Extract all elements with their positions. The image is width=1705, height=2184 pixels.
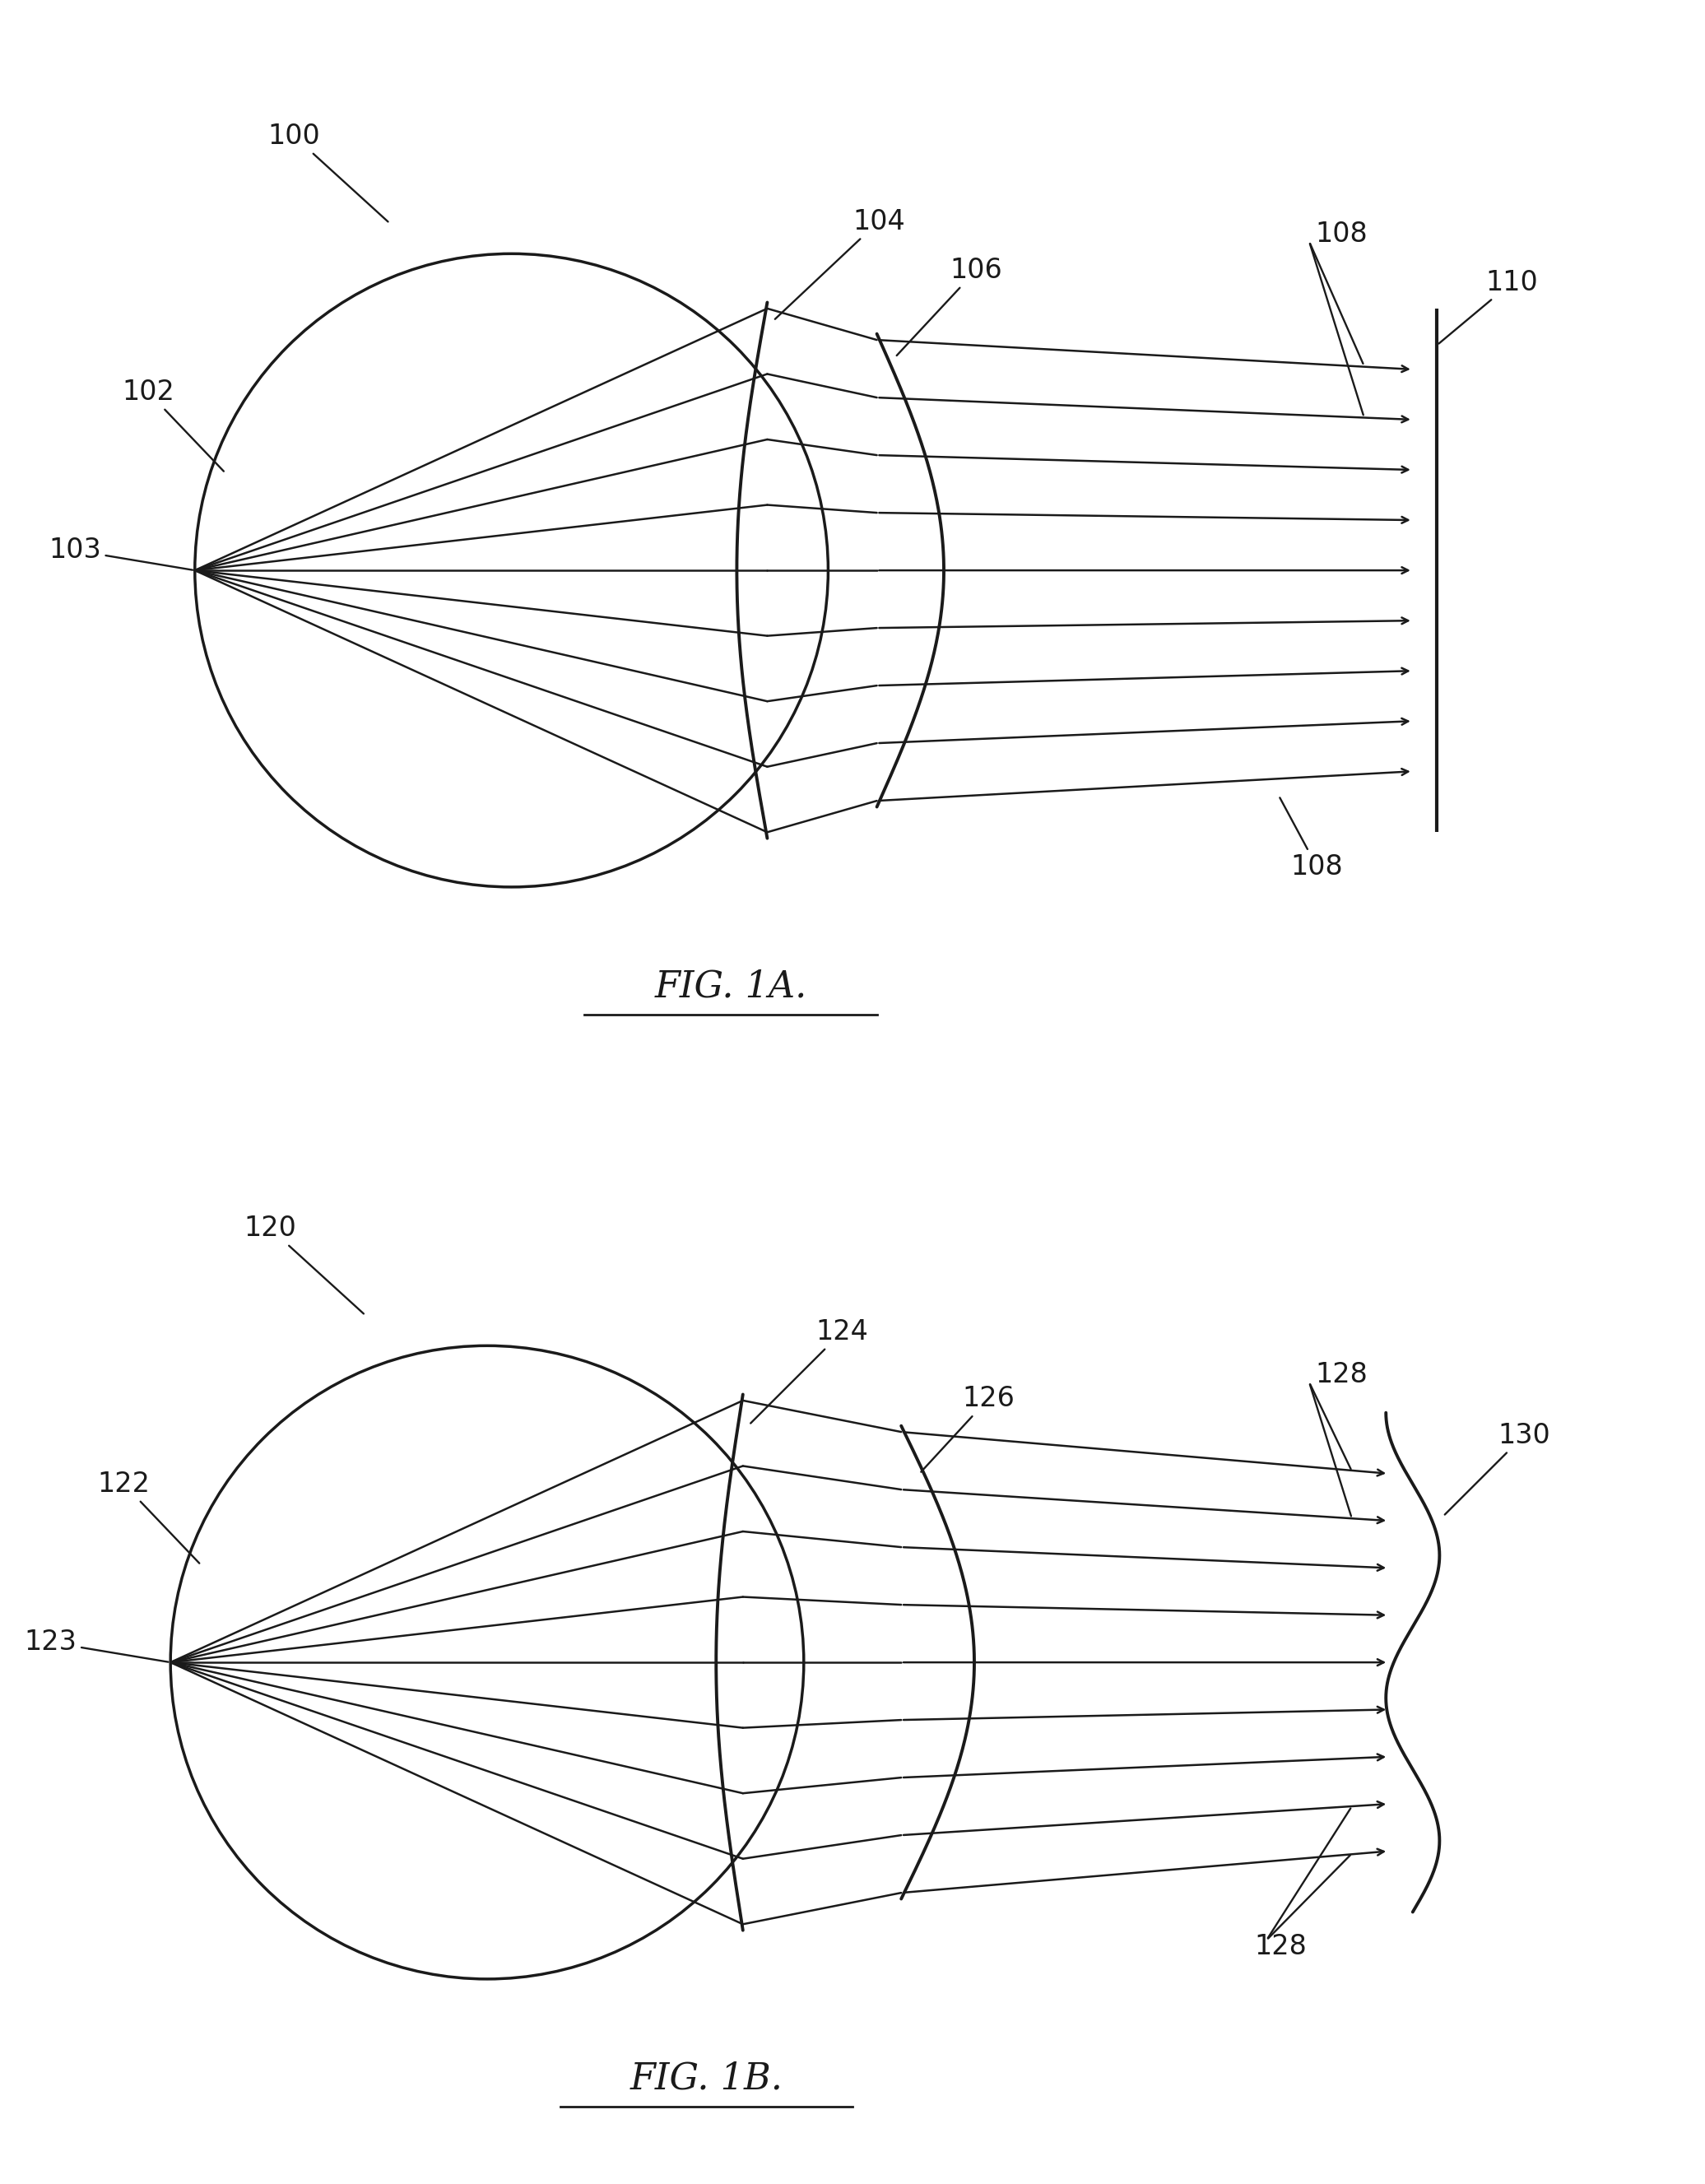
- Text: 102: 102: [121, 378, 223, 472]
- Text: FIG. 1B.: FIG. 1B.: [629, 2060, 783, 2097]
- Text: 106: 106: [897, 258, 1003, 356]
- Text: 128: 128: [1255, 1933, 1306, 1961]
- Text: 122: 122: [97, 1470, 199, 1564]
- Text: 124: 124: [750, 1319, 868, 1424]
- Text: FIG. 1A.: FIG. 1A.: [655, 968, 806, 1005]
- Text: 108: 108: [1315, 221, 1367, 247]
- Text: 128: 128: [1315, 1361, 1367, 1389]
- Text: 130: 130: [1444, 1422, 1550, 1514]
- Text: 103: 103: [49, 537, 193, 570]
- Text: 123: 123: [24, 1629, 169, 1662]
- Text: 108: 108: [1280, 797, 1344, 880]
- Text: 100: 100: [268, 122, 389, 223]
- Text: 120: 120: [244, 1214, 363, 1315]
- Text: 104: 104: [776, 207, 905, 319]
- Text: 110: 110: [1439, 269, 1538, 343]
- Text: 126: 126: [921, 1385, 1014, 1472]
